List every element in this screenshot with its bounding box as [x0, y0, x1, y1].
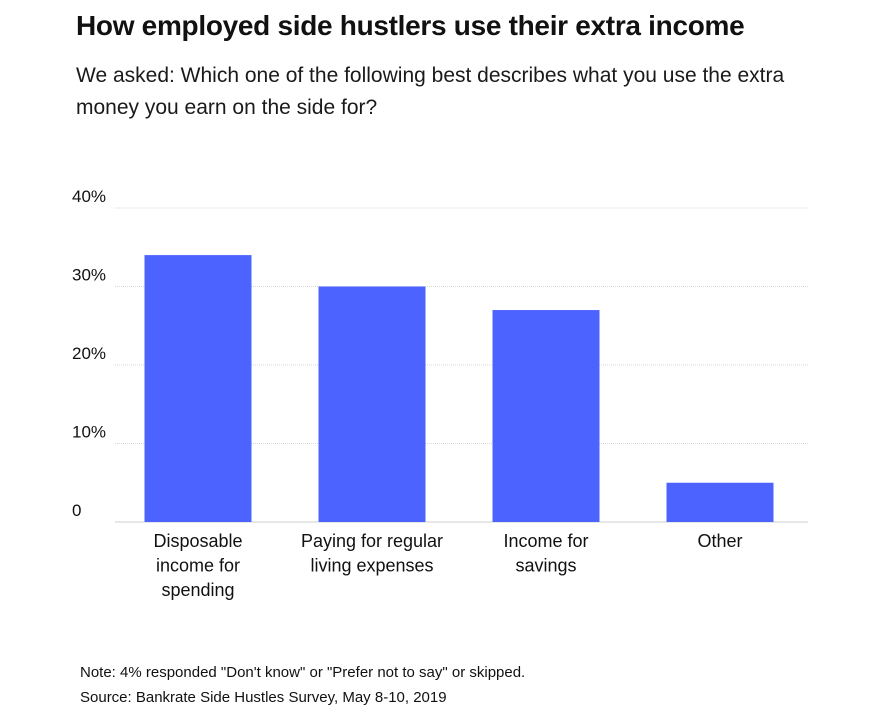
- category-label: Paying for regular living expenses: [301, 531, 443, 576]
- category-label: Other: [697, 531, 742, 551]
- category-label-line: Income for: [503, 531, 588, 551]
- chart-source: Source: Bankrate Side Hustles Survey, Ma…: [80, 689, 447, 706]
- bar: [666, 482, 774, 522]
- category-label: Disposable income for spending: [153, 531, 242, 600]
- category-label-line: Other: [697, 531, 742, 551]
- y-tick-label: 30%: [72, 266, 106, 285]
- bar: [492, 310, 600, 522]
- category-label-line: income for: [156, 556, 240, 576]
- category-label: Income for savings: [503, 531, 588, 576]
- bar: [318, 286, 426, 522]
- category-label-line: Paying for regular: [301, 531, 443, 551]
- category-label-line: savings: [515, 556, 576, 576]
- bar: [144, 255, 252, 522]
- y-tick-label: 10%: [72, 423, 106, 442]
- category-label-line: spending: [161, 580, 234, 600]
- y-tick-label: 40%: [72, 187, 106, 206]
- y-tick-label: 0: [72, 501, 81, 520]
- category-label-line: Disposable: [153, 531, 242, 551]
- chart-note: Note: 4% responded "Don't know" or "Pref…: [80, 664, 526, 681]
- y-tick-label: 20%: [72, 344, 106, 363]
- category-label-line: living expenses: [310, 556, 433, 576]
- chart-title: How employed side hustlers use their ext…: [76, 10, 745, 41]
- chart-subtitle: We asked: Which one of the following bes…: [76, 64, 785, 119]
